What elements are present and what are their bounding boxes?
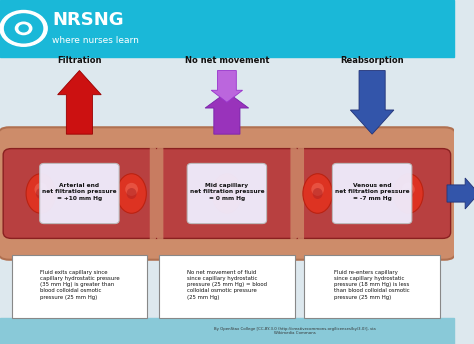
Text: where nurses learn: where nurses learn: [52, 36, 139, 45]
Text: Arterial end
net filtration pressure
= +10 mm Hg: Arterial end net filtration pressure = +…: [42, 183, 117, 201]
Circle shape: [0, 11, 47, 46]
FancyBboxPatch shape: [40, 163, 119, 224]
Ellipse shape: [36, 188, 46, 199]
Polygon shape: [58, 71, 101, 134]
FancyBboxPatch shape: [332, 163, 412, 224]
Ellipse shape: [127, 188, 137, 199]
Circle shape: [16, 22, 32, 35]
Text: Fluid exits capillary since
capillary hydrostatic pressure
(35 mm Hg) is greater: Fluid exits capillary since capillary hy…: [40, 270, 119, 300]
Bar: [0, 0, 454, 57]
Text: Venous end
net filtration pressure
= -7 mm Hg: Venous end net filtration pressure = -7 …: [335, 183, 410, 201]
Ellipse shape: [303, 174, 332, 213]
Polygon shape: [211, 71, 243, 103]
FancyBboxPatch shape: [12, 255, 147, 318]
FancyBboxPatch shape: [0, 127, 456, 260]
FancyBboxPatch shape: [187, 163, 266, 224]
Bar: [0, 318, 454, 344]
Text: No net movement of fluid
since capillary hydrostatic
pressure (25 mm Hg) = blood: No net movement of fluid since capillary…: [187, 270, 267, 300]
Ellipse shape: [222, 188, 232, 199]
FancyBboxPatch shape: [3, 149, 451, 238]
FancyBboxPatch shape: [304, 255, 440, 318]
Polygon shape: [205, 92, 249, 134]
Ellipse shape: [394, 174, 423, 213]
Ellipse shape: [311, 183, 324, 196]
FancyBboxPatch shape: [159, 255, 294, 318]
Ellipse shape: [313, 188, 323, 199]
Ellipse shape: [26, 174, 55, 213]
Ellipse shape: [35, 183, 47, 196]
Text: By OpenStax College [CC-BY-3.0 (http://creativecommons.org/licenses/by/3.0)], vi: By OpenStax College [CC-BY-3.0 (http://c…: [214, 327, 376, 335]
Ellipse shape: [125, 183, 138, 196]
Ellipse shape: [117, 174, 146, 213]
Text: Reabsorption: Reabsorption: [340, 56, 404, 65]
Text: Mid capillary
net filtration pressure
= 0 mm Hg: Mid capillary net filtration pressure = …: [190, 183, 264, 201]
Ellipse shape: [402, 183, 415, 196]
Text: NRSNG: NRSNG: [52, 11, 124, 29]
Polygon shape: [350, 71, 394, 134]
Ellipse shape: [212, 174, 242, 213]
Text: Fluid re-enters capillary
since capillary hydrostatic
pressure (18 mm Hg) is les: Fluid re-enters capillary since capillar…: [334, 270, 410, 300]
Polygon shape: [150, 136, 164, 251]
Text: Filtration: Filtration: [57, 56, 101, 65]
Ellipse shape: [403, 188, 413, 199]
Polygon shape: [447, 178, 474, 209]
Ellipse shape: [220, 183, 233, 196]
Circle shape: [19, 25, 28, 32]
Circle shape: [5, 14, 43, 43]
Polygon shape: [291, 136, 304, 251]
Text: No net movement: No net movement: [185, 56, 269, 65]
